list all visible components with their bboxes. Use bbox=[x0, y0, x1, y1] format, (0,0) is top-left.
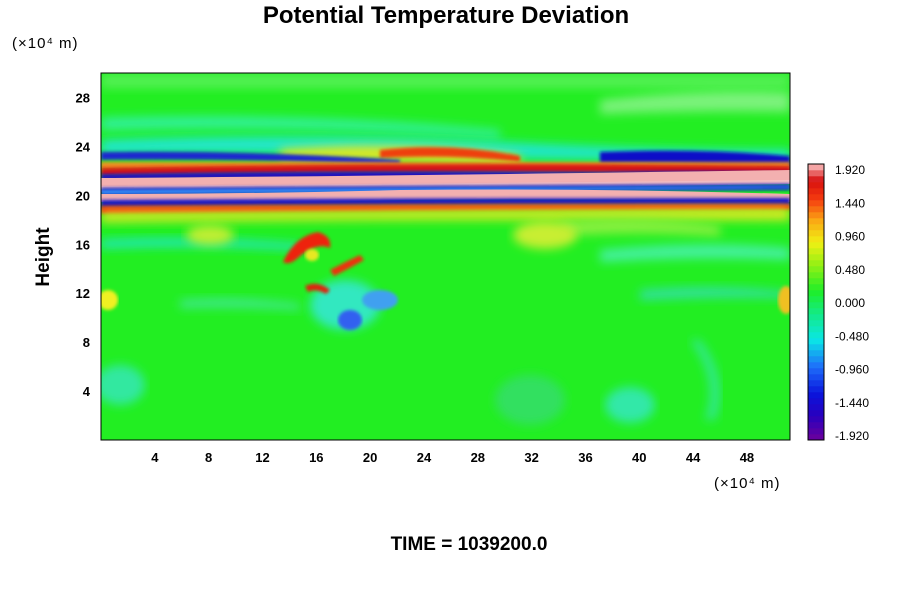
colorbar-swatch bbox=[808, 254, 824, 261]
colorbar-swatch bbox=[808, 242, 824, 249]
colorbar-swatch bbox=[808, 380, 824, 387]
plot-frame bbox=[100, 72, 791, 441]
colorbar-swatch bbox=[808, 410, 824, 417]
colorbar-tick-label: 0.480 bbox=[835, 263, 865, 277]
colorbar-swatch bbox=[808, 236, 824, 243]
colorbar-swatch bbox=[808, 338, 824, 345]
colorbar-swatch bbox=[808, 266, 824, 273]
y-tick-label: 20 bbox=[76, 188, 90, 203]
colorbar-tick-label: 1.920 bbox=[835, 163, 865, 177]
colorbar-tick-label: -1.440 bbox=[835, 396, 869, 410]
x-tick-label: 20 bbox=[363, 450, 377, 465]
colorbar-swatch bbox=[808, 218, 824, 225]
colorbar-swatch bbox=[808, 170, 824, 177]
colorbar-swatch bbox=[808, 302, 824, 309]
y-tick-label: 8 bbox=[83, 335, 90, 350]
colorbar-swatch bbox=[808, 176, 824, 183]
colorbar-swatch bbox=[808, 188, 824, 195]
y-axis-label: Height bbox=[33, 227, 54, 287]
colorbar-swatch bbox=[808, 350, 824, 357]
colorbar-swatch bbox=[808, 332, 824, 339]
x-tick-label: 12 bbox=[255, 450, 269, 465]
colorbar-swatch bbox=[808, 422, 824, 429]
colorbar-swatch bbox=[808, 224, 824, 231]
colorbar-swatch bbox=[808, 230, 824, 237]
colorbar-swatch bbox=[808, 164, 824, 171]
colorbar-swatch bbox=[808, 392, 824, 399]
x-tick-label: 28 bbox=[471, 450, 485, 465]
colorbar-swatch bbox=[808, 428, 824, 435]
colorbar-swatch bbox=[808, 416, 824, 423]
y-axis-ticks: 4 8 12 16 20 24 28 bbox=[76, 90, 91, 399]
colorbar-frame bbox=[807, 163, 825, 441]
colorbar-swatch bbox=[808, 200, 824, 207]
x-tick-label: 36 bbox=[578, 450, 592, 465]
colorbar-swatch bbox=[808, 344, 824, 351]
y-tick-label: 12 bbox=[76, 286, 90, 301]
colorbar-tick-label: -1.920 bbox=[835, 429, 869, 443]
colorbar-swatch bbox=[808, 272, 824, 279]
y-axis-unit: (×10⁴ m) bbox=[12, 35, 79, 52]
x-tick-label: 32 bbox=[524, 450, 538, 465]
x-tick-label: 24 bbox=[417, 450, 432, 465]
colorbar-swatch bbox=[808, 278, 824, 285]
y-tick-label: 28 bbox=[76, 90, 90, 105]
colorbar-swatch bbox=[808, 314, 824, 321]
colorbar-tick-label: 1.440 bbox=[835, 196, 865, 210]
time-label: TIME = 1039200.0 bbox=[391, 534, 548, 555]
x-tick-label: 44 bbox=[686, 450, 701, 465]
colorbar-tick-label: -0.960 bbox=[835, 363, 869, 377]
x-tick-label: 40 bbox=[632, 450, 646, 465]
colorbar-swatch bbox=[808, 206, 824, 213]
colorbar-swatch bbox=[808, 320, 824, 327]
colorbar-swatch bbox=[808, 368, 824, 375]
x-tick-label: 4 bbox=[151, 450, 159, 465]
colorbar-swatch bbox=[808, 356, 824, 363]
colorbar: 1.920 1.440 0.960 0.480 0.000 -0.480 -0.960 -1.… bbox=[807, 163, 869, 443]
colorbar-tick-label: 0.960 bbox=[835, 230, 865, 244]
colorbar-swatch bbox=[808, 260, 824, 267]
colorbar-swatch bbox=[808, 362, 824, 369]
x-tick-label: 8 bbox=[205, 450, 212, 465]
y-tick-label: 24 bbox=[76, 139, 91, 154]
chart-title: Potential Temperature Deviation bbox=[263, 2, 629, 29]
x-tick-label: 48 bbox=[740, 450, 754, 465]
colorbar-swatch bbox=[808, 386, 824, 393]
colorbar-swatch bbox=[808, 182, 824, 189]
y-tick-label: 16 bbox=[76, 237, 90, 252]
colorbar-swatch bbox=[808, 296, 824, 303]
colorbar-swatch bbox=[808, 290, 824, 297]
colorbar-swatch bbox=[808, 308, 824, 315]
x-axis-unit: (×10⁴ m) bbox=[714, 475, 781, 492]
colorbar-swatch bbox=[808, 404, 824, 411]
colorbar-swatch bbox=[808, 326, 824, 333]
colorbar-tick-label: 0.000 bbox=[835, 296, 865, 310]
colorbar-swatch bbox=[808, 434, 824, 441]
colorbar-tick-label: -0.480 bbox=[835, 329, 869, 343]
colorbar-swatch bbox=[808, 374, 824, 381]
y-tick-label: 4 bbox=[83, 384, 91, 399]
colorbar-swatch bbox=[808, 194, 824, 201]
colorbar-swatch bbox=[808, 212, 824, 219]
x-axis-ticks: 4 8 12 16 20 24 28 32 36 40 44 48 bbox=[151, 450, 754, 465]
colorbar-swatch bbox=[808, 398, 824, 405]
colorbar-swatch bbox=[808, 248, 824, 255]
heatmap-field bbox=[101, 73, 790, 440]
x-tick-label: 16 bbox=[309, 450, 323, 465]
colorbar-swatch bbox=[808, 284, 824, 291]
